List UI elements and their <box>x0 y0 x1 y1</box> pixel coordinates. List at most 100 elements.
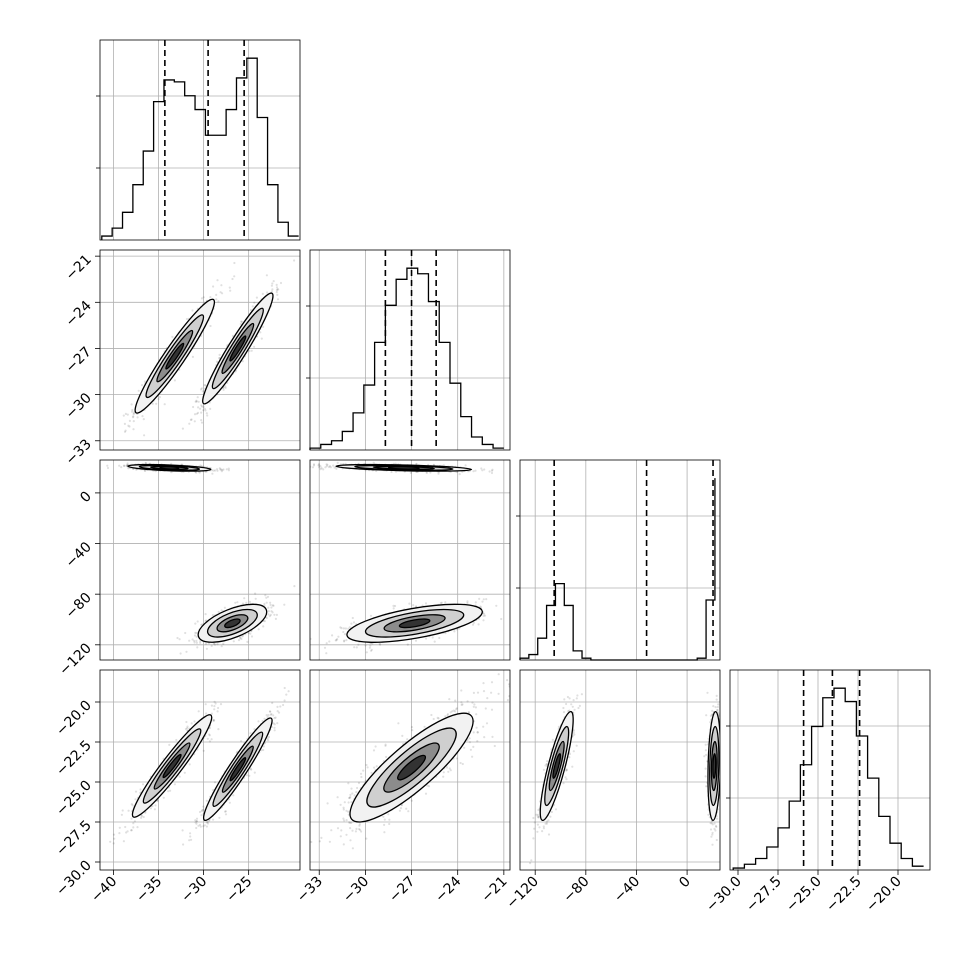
sample-point <box>122 840 125 843</box>
sample-point <box>275 289 278 292</box>
sample-point <box>290 465 292 467</box>
sample-point <box>239 322 242 326</box>
sample-point <box>458 473 461 476</box>
sample-point <box>355 646 358 649</box>
sample-point <box>223 606 226 609</box>
sample-point <box>127 424 130 427</box>
hist-panel-1 <box>306 249 511 451</box>
sample-point <box>378 642 381 645</box>
sample-point <box>158 396 161 399</box>
sample-point <box>371 642 374 645</box>
sample-point <box>483 468 486 471</box>
sample-point <box>227 469 230 472</box>
sample-point <box>328 640 331 643</box>
sample-point <box>106 464 109 467</box>
sample-point <box>132 822 135 825</box>
sample-point <box>183 771 186 774</box>
sample-point <box>203 407 206 410</box>
sample-point <box>132 415 135 418</box>
sample-point <box>112 842 115 845</box>
panel-frame <box>99 39 301 241</box>
sample-point <box>211 614 214 617</box>
sample-point <box>336 461 339 464</box>
sample-point <box>195 471 198 474</box>
sample-point <box>190 418 193 421</box>
contour-level-3 <box>224 618 241 629</box>
sample-point <box>268 615 271 618</box>
sample-point <box>369 614 373 617</box>
sample-point <box>196 396 199 399</box>
sample-point <box>331 634 334 637</box>
sample-point <box>471 623 475 626</box>
sample-point <box>216 279 219 282</box>
sample-point <box>444 632 447 635</box>
sample-point <box>246 640 249 644</box>
sample-point <box>204 613 207 616</box>
sample-point <box>195 399 198 402</box>
sample-point <box>266 291 269 294</box>
sample-point <box>178 638 181 641</box>
sample-point <box>372 461 375 464</box>
sample-point <box>270 290 273 293</box>
sample-point <box>123 422 126 425</box>
sample-point <box>482 614 485 618</box>
sample-point <box>212 718 215 722</box>
sample-point <box>479 605 482 608</box>
panel-frame <box>99 459 301 661</box>
sample-point <box>517 602 519 604</box>
sample-point <box>118 832 121 835</box>
sample-point <box>204 642 208 645</box>
sample-point <box>241 635 244 638</box>
sample-point <box>123 464 126 468</box>
sample-point <box>262 325 265 328</box>
sample-point <box>153 808 156 811</box>
sample-point <box>128 425 131 428</box>
sample-point <box>353 646 356 649</box>
sample-point <box>228 286 231 289</box>
sample-point <box>130 829 133 832</box>
sample-point <box>322 468 325 471</box>
sample-point <box>130 403 133 406</box>
histogram-series <box>101 57 299 240</box>
sample-point <box>390 470 393 474</box>
sample-point <box>214 702 217 705</box>
sample-point <box>379 643 382 646</box>
sample-point <box>167 790 170 793</box>
sample-point <box>478 597 481 601</box>
sample-point <box>236 601 239 604</box>
sample-point <box>200 405 204 408</box>
sample-point <box>215 360 219 363</box>
sample-point <box>194 622 197 625</box>
sample-point <box>437 472 440 475</box>
sample-point <box>200 297 203 300</box>
sample-point <box>196 646 199 649</box>
sample-point <box>248 350 251 353</box>
sample-point <box>267 610 270 613</box>
sample-point <box>136 826 139 829</box>
sample-point <box>127 467 130 470</box>
sample-point <box>140 815 143 818</box>
sample-point <box>173 379 176 382</box>
sample-point <box>263 620 266 623</box>
hist-panel-2 <box>516 459 721 661</box>
hist-panel-0 <box>96 39 301 241</box>
sample-point <box>241 602 245 605</box>
sample-point <box>265 596 268 599</box>
sample-point <box>220 645 223 648</box>
sample-point <box>195 412 198 415</box>
sample-point <box>482 598 485 601</box>
sample-point <box>259 331 262 334</box>
contour-level-3 <box>159 465 180 470</box>
sample-point <box>200 623 203 626</box>
sample-point <box>126 462 129 465</box>
sample-point <box>481 469 484 472</box>
sample-point <box>128 419 131 422</box>
sample-point <box>248 600 252 604</box>
sample-point <box>220 284 223 287</box>
sample-point <box>193 720 196 723</box>
scatter-panel-1-0 <box>99 249 301 451</box>
sample-point <box>216 710 219 713</box>
sample-point <box>130 817 133 820</box>
sample-point <box>156 800 159 803</box>
sample-point <box>185 317 188 321</box>
